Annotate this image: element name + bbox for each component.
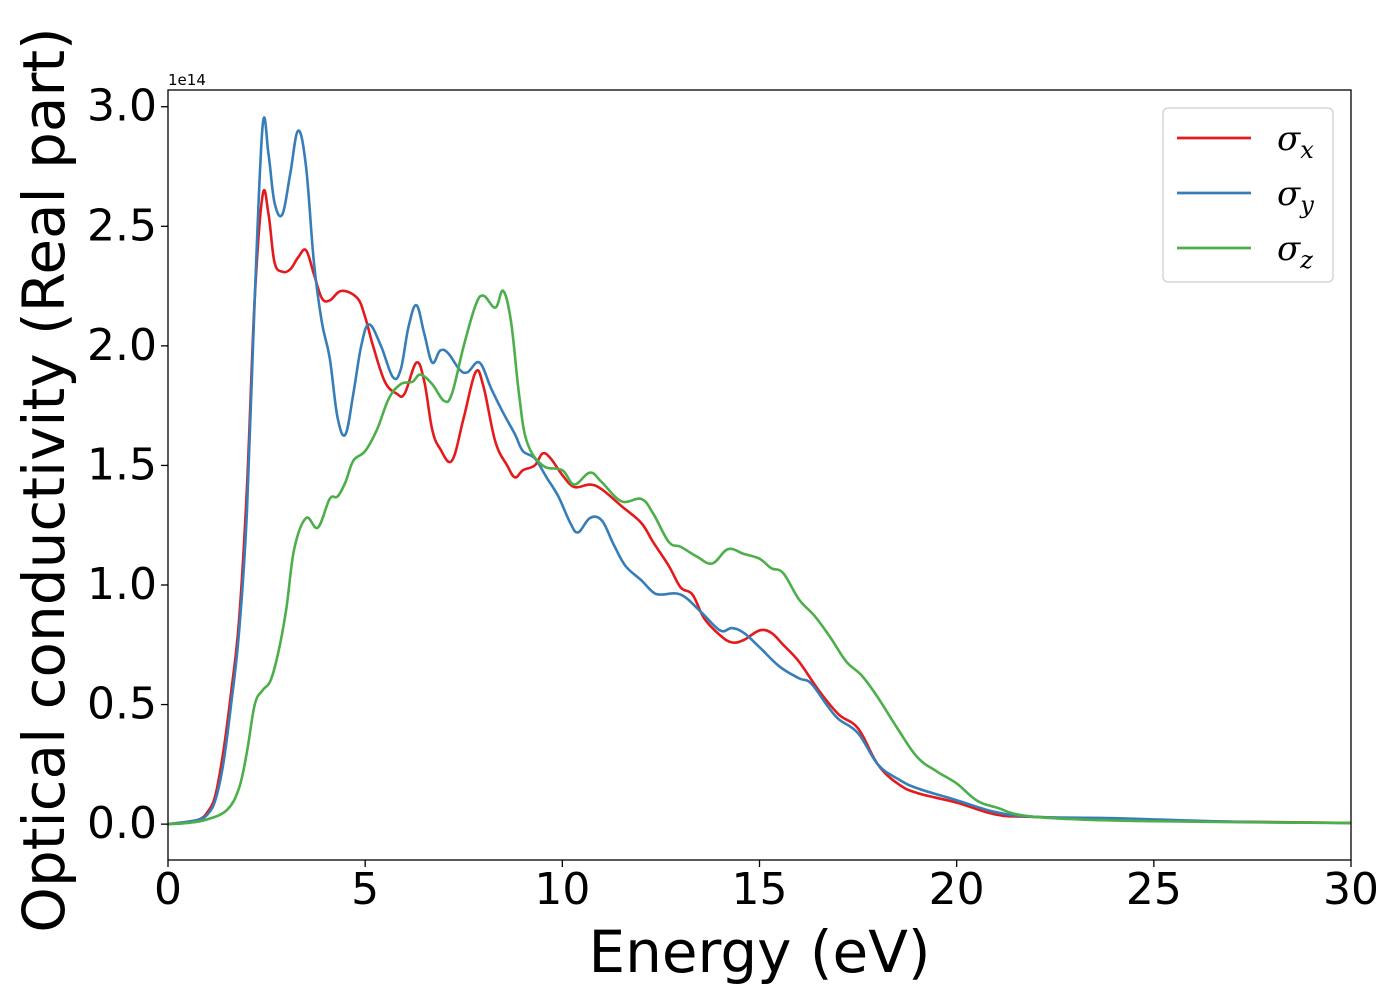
y-offset-label: 1e14 [168,71,206,89]
x-tick-label: 25 [1126,864,1182,915]
series-line-sigma-x [168,188,1351,826]
x-ticks: 0 5 10 15 20 25 30 [154,860,1379,915]
y-axis-label: Optical conductivity (Real part) [10,27,78,932]
legend-label-sigma-x: σx [1277,119,1314,164]
x-tick-label: 30 [1323,864,1379,915]
y-tick-label: 0.0 [87,798,157,849]
y-tick-label: 2.0 [87,320,157,371]
legend: σx σy σz [1162,107,1334,283]
x-tick-label: 20 [929,864,985,915]
x-tick-label: 10 [534,864,590,915]
series-line-sigma-z [168,289,1351,826]
legend-box [1162,107,1334,283]
y-ticks: 0.0 0.5 1.0 1.5 2.0 2.5 3.0 [87,81,168,849]
x-axis-label: Energy (eV) [588,918,930,986]
y-tick-label: 3.0 [87,81,157,132]
y-tick-label: 1.5 [87,439,157,490]
x-tick-label: 5 [351,864,379,915]
x-tick-label: 0 [154,864,182,915]
series-line-sigma-y [168,116,1351,826]
y-tick-label: 2.5 [87,200,157,251]
legend-label-sigma-z: σz [1277,229,1313,274]
y-tick-label: 1.0 [87,559,157,610]
y-tick-label: 0.5 [87,679,157,730]
x-tick-label: 15 [732,864,788,915]
legend-label-sigma-y: σy [1277,174,1314,219]
plot-lines [168,116,1351,826]
